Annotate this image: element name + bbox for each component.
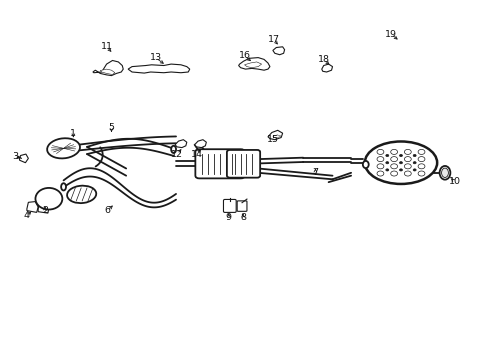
Circle shape [390, 164, 397, 169]
Polygon shape [238, 58, 269, 70]
Ellipse shape [61, 183, 66, 190]
Circle shape [417, 164, 424, 169]
Circle shape [390, 171, 397, 176]
Ellipse shape [362, 161, 368, 168]
Circle shape [399, 169, 402, 171]
Polygon shape [20, 154, 28, 163]
Ellipse shape [36, 188, 62, 210]
Circle shape [404, 149, 410, 154]
Circle shape [385, 162, 388, 164]
Text: 9: 9 [225, 213, 231, 222]
Text: 15: 15 [266, 135, 278, 144]
Polygon shape [267, 130, 282, 140]
Circle shape [404, 157, 410, 162]
Text: 4: 4 [24, 211, 30, 220]
Circle shape [376, 157, 383, 162]
Ellipse shape [171, 146, 176, 153]
Circle shape [412, 154, 415, 157]
Text: 2: 2 [42, 206, 48, 215]
Circle shape [390, 149, 397, 154]
Circle shape [412, 169, 415, 171]
Text: 10: 10 [448, 177, 460, 186]
Ellipse shape [47, 138, 80, 158]
Polygon shape [175, 140, 186, 148]
Polygon shape [27, 202, 38, 212]
FancyBboxPatch shape [195, 149, 244, 178]
Circle shape [385, 169, 388, 171]
Text: 7: 7 [312, 168, 318, 177]
Circle shape [376, 164, 383, 169]
Text: 13: 13 [149, 53, 161, 62]
Polygon shape [100, 69, 115, 75]
Text: 18: 18 [317, 55, 329, 64]
Circle shape [390, 157, 397, 162]
Text: 6: 6 [104, 206, 110, 215]
Polygon shape [321, 64, 332, 72]
Text: 17: 17 [267, 35, 279, 44]
Text: 5: 5 [108, 123, 114, 132]
Text: 11: 11 [101, 42, 112, 51]
Circle shape [404, 171, 410, 176]
Circle shape [385, 154, 388, 157]
Circle shape [399, 162, 402, 164]
Polygon shape [194, 140, 206, 148]
Circle shape [417, 171, 424, 176]
FancyBboxPatch shape [237, 201, 246, 211]
Circle shape [376, 171, 383, 176]
Polygon shape [272, 135, 281, 138]
Text: 8: 8 [240, 213, 245, 222]
Text: 1: 1 [70, 129, 76, 138]
Polygon shape [244, 62, 261, 68]
Circle shape [412, 162, 415, 164]
Ellipse shape [67, 186, 96, 203]
Circle shape [417, 149, 424, 154]
Polygon shape [93, 60, 123, 76]
Polygon shape [38, 202, 49, 213]
Polygon shape [272, 47, 284, 55]
Ellipse shape [439, 166, 449, 180]
FancyBboxPatch shape [223, 199, 236, 212]
Circle shape [399, 154, 402, 157]
Circle shape [376, 149, 383, 154]
Ellipse shape [364, 141, 436, 184]
Text: 3: 3 [13, 152, 19, 161]
Text: 16: 16 [238, 51, 250, 60]
Polygon shape [128, 64, 189, 73]
Text: 14: 14 [190, 150, 202, 158]
Circle shape [404, 164, 410, 169]
Ellipse shape [441, 168, 447, 177]
Text: 19: 19 [385, 30, 396, 39]
Text: 12: 12 [171, 150, 183, 158]
Circle shape [417, 157, 424, 162]
FancyBboxPatch shape [226, 150, 260, 177]
